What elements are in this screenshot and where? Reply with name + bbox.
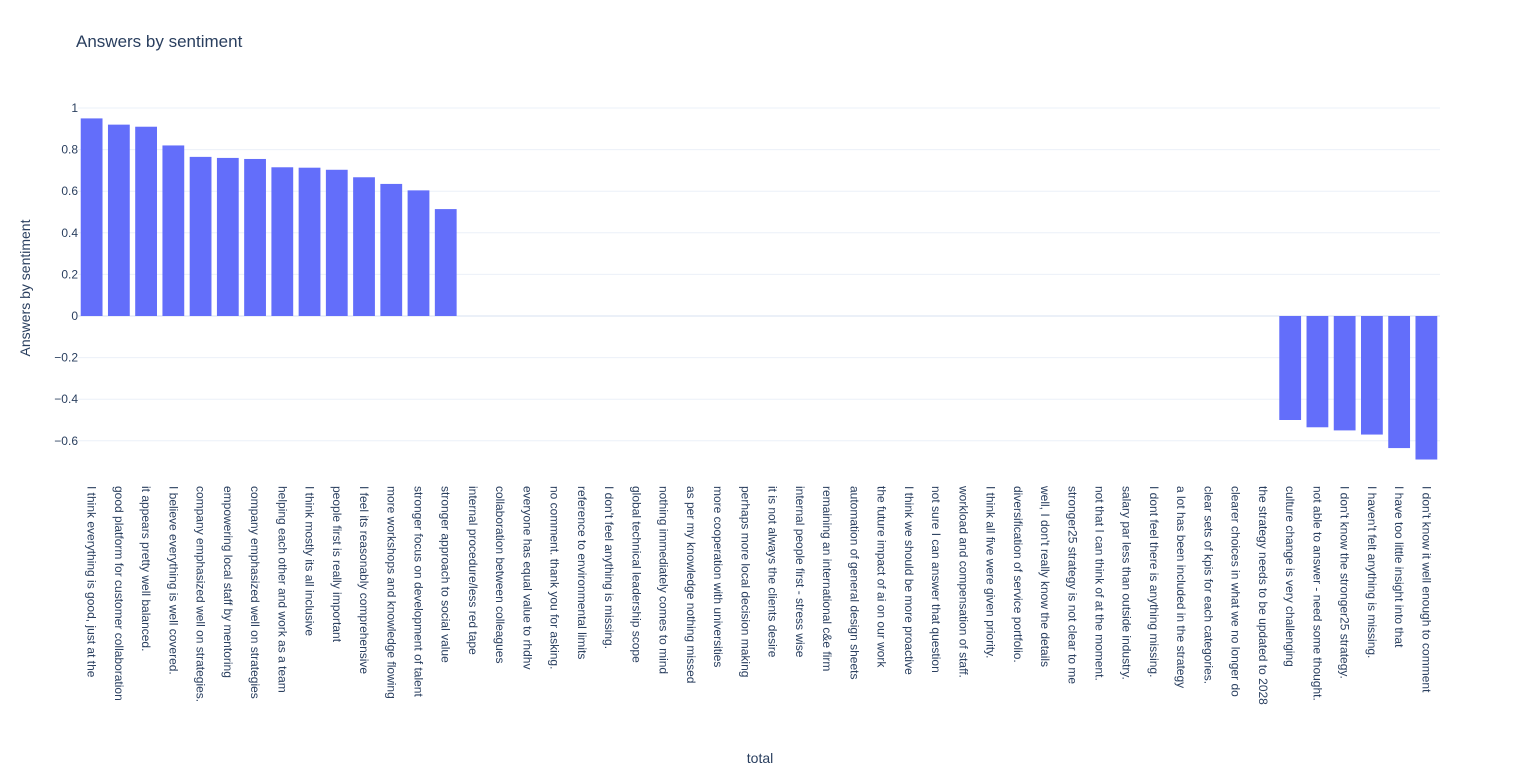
x-tick-label: I think mostly its all inclusive: [303, 486, 317, 636]
x-tick-label: a lot has been included in the strategy: [1174, 486, 1188, 688]
chart-title: Answers by sentiment: [76, 32, 243, 51]
x-tick-label: I don't feel anything is missing.: [602, 486, 616, 649]
y-tick-label: −0.2: [54, 351, 78, 365]
x-tick-label: the future impact of ai on our work: [875, 486, 889, 668]
x-tick-labels: I think everything is good, just at the g…: [85, 485, 1434, 705]
x-tick-label: salary par less than outside industry.: [1120, 486, 1134, 680]
y-tick-labels: 1 0.8 0.6 0.4 0.2 0 −0.2 −0.4 −0.6: [54, 101, 78, 448]
bar[interactable]: [271, 167, 294, 316]
x-tick-label: stronger approach to social value: [439, 486, 453, 663]
x-tick-label: diversification of service portfolio.: [1011, 486, 1025, 663]
x-tick-label: stronger25 strategy is not clear to me: [1065, 486, 1079, 684]
x-tick-label: perhaps more local decision making: [738, 486, 752, 677]
bar[interactable]: [325, 169, 348, 316]
x-tick-label: empowering local staff by mentoring: [221, 486, 235, 678]
x-tick-label: I feel its reasonably comprehensive: [357, 486, 371, 674]
y-tick-label: 0.8: [61, 143, 78, 157]
x-tick-label: I believe everything is well covered.: [166, 486, 180, 675]
x-tick-label: I think everything is good, just at the: [85, 486, 99, 678]
x-tick-label: it appears pretty well balanced.: [139, 486, 153, 651]
x-tick-label: people first is really important: [330, 486, 344, 643]
x-tick-label: I think we should be more proactive: [902, 486, 916, 675]
x-tick-label: I don't know it well enough to comment: [1419, 486, 1433, 693]
bars: [80, 118, 1438, 460]
x-tick-label: nothing immediately comes to mind: [657, 486, 671, 674]
x-tick-label: internal people first - stress wise: [793, 486, 807, 658]
bar[interactable]: [1333, 316, 1356, 431]
bar[interactable]: [1415, 316, 1438, 460]
y-tick-label: 0.6: [61, 184, 78, 198]
x-tick-label: clear sets of kpis for each categories.: [1201, 486, 1215, 684]
x-tick-label: I haven't felt anything is missing.: [1365, 486, 1379, 658]
x-tick-label: global technical leadership scope: [629, 486, 643, 663]
y-tick-label: 0.4: [61, 226, 78, 240]
x-tick-label: no comment. thank you for asking.: [548, 486, 562, 669]
bar[interactable]: [1388, 316, 1411, 449]
bar[interactable]: [380, 183, 403, 316]
x-tick-label: well, I don't really know the details: [1038, 485, 1052, 667]
x-tick-label: it is not always the clients desire: [766, 486, 780, 658]
gridlines: [78, 107, 1440, 442]
y-tick-label: 0: [71, 309, 78, 323]
x-tick-label: I don't know the stronger25 strategy.: [1338, 486, 1352, 679]
x-tick-label: internal procedure/less red tape: [466, 486, 480, 655]
x-tick-label: company emphasized well on strategies: [248, 486, 262, 699]
x-tick-label: remaining an international c&e firm: [820, 486, 834, 671]
bar[interactable]: [162, 145, 185, 316]
x-tick-label: not sure I can answer that question: [929, 486, 943, 673]
x-tick-label: the strategy needs to be updated to 2028: [1256, 486, 1270, 705]
bar[interactable]: [1361, 316, 1383, 435]
bar[interactable]: [1279, 316, 1302, 420]
x-tick-label: I dont feel there is anything missing.: [1147, 486, 1161, 677]
bar[interactable]: [434, 209, 457, 316]
x-axis-label: total: [747, 750, 773, 766]
x-tick-label: company emphasized well on strategies.: [194, 486, 208, 702]
y-axis-label: Answers by sentiment: [17, 219, 33, 356]
x-tick-label: not that I can think of at the moment.: [1093, 486, 1107, 681]
x-tick-label: reference to environmental limits: [575, 486, 589, 659]
bar[interactable]: [244, 158, 266, 316]
bar[interactable]: [298, 167, 321, 316]
y-tick-label: −0.4: [54, 392, 78, 406]
x-tick-label: more workshops and knowledge flowing: [384, 486, 398, 699]
y-tick-label: −0.6: [54, 434, 78, 448]
bar[interactable]: [407, 190, 430, 316]
bar[interactable]: [1306, 316, 1329, 428]
y-tick-label: 1: [71, 101, 78, 115]
x-tick-label: stronger focus on development of talent: [412, 486, 426, 697]
bar[interactable]: [353, 177, 375, 316]
x-tick-label: I think all five were given priority.: [984, 486, 998, 659]
x-tick-label: good platform for customer collaboration: [112, 486, 126, 701]
x-tick-label: automation of general design sheets: [847, 486, 861, 679]
bar[interactable]: [107, 124, 130, 316]
x-tick-label: I have too little insight into that: [1392, 486, 1406, 648]
bar[interactable]: [216, 157, 239, 316]
bar[interactable]: [135, 126, 157, 316]
bar[interactable]: [189, 156, 212, 316]
x-tick-label: workload and compensation of staff.: [956, 485, 970, 678]
bar[interactable]: [80, 118, 103, 317]
x-tick-label: as per my knowledge nothing missed: [684, 486, 698, 683]
x-tick-label: more cooperation with universities: [711, 486, 725, 667]
x-tick-label: collaboration between colleagues: [493, 486, 507, 663]
x-tick-label: everyone has equal value to rhdhv: [520, 486, 534, 669]
x-tick-label: culture change is very challenging: [1283, 486, 1297, 667]
x-tick-label: helping each other and work as a team: [275, 486, 289, 693]
y-tick-label: 0.2: [61, 267, 78, 281]
x-tick-label: not able to answer - need some thought.: [1310, 486, 1324, 701]
x-tick-label: clearer choices in what we no longer do: [1229, 486, 1243, 697]
